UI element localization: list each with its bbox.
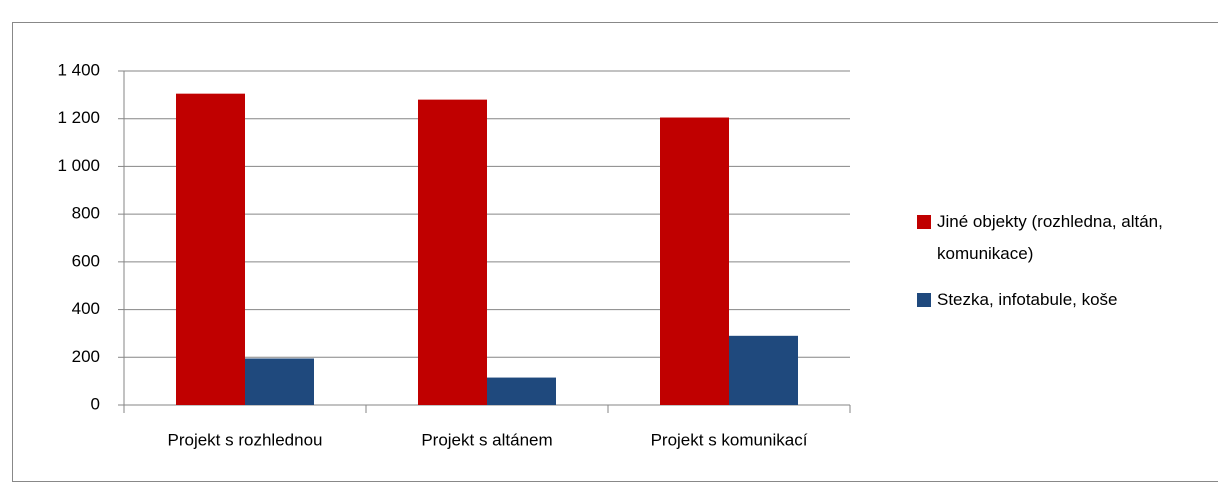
x-tick-label: Projekt s komunikací <box>651 430 808 449</box>
chart: 0 200 400 600 800 1 000 1 200 1 400 Projekt s ro… <box>57 60 851 449</box>
bar <box>487 377 556 405</box>
y-tick-label: 1 200 <box>57 108 100 127</box>
y-tick-label: 1 400 <box>57 60 100 79</box>
y-tick-label: 600 <box>72 251 100 270</box>
page: 0 200 400 600 800 1 000 1 200 1 400 Projekt s ro… <box>12 22 1218 482</box>
bar <box>418 99 487 405</box>
legend-label: Stezka, infotabule, koše <box>937 290 1118 309</box>
y-tick-label: 200 <box>72 347 100 366</box>
legend-item: Stezka, infotabule, koše <box>917 284 1207 316</box>
y-tick-label: 800 <box>72 204 100 223</box>
legend-item: Jiné objekty (rozhledna, altán, komunika… <box>917 206 1207 270</box>
y-tick-label: 400 <box>72 299 100 318</box>
bar <box>176 93 245 406</box>
x-tick-label: Projekt s altánem <box>421 430 552 449</box>
y-tick-label: 0 <box>91 394 100 413</box>
bar <box>660 117 729 406</box>
legend-swatch <box>917 293 931 307</box>
x-tick-label: Projekt s rozhlednou <box>168 430 323 449</box>
y-tick-label: 1 000 <box>57 156 100 175</box>
legend-label: Jiné objekty (rozhledna, altán, komunika… <box>937 212 1163 263</box>
bar <box>729 335 798 405</box>
legend: Jiné objekty (rozhledna, altán, komunika… <box>917 206 1207 330</box>
bar <box>245 358 314 405</box>
legend-swatch <box>917 215 931 229</box>
